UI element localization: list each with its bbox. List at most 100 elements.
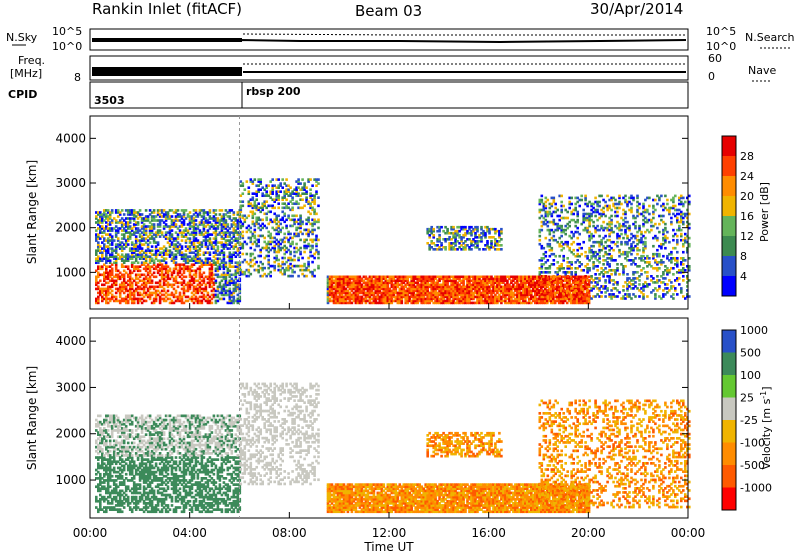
echo-cell xyxy=(470,240,473,243)
echo-cell xyxy=(162,293,166,297)
echo-cell xyxy=(582,281,585,284)
echo-cell xyxy=(269,236,272,240)
echo-cell xyxy=(216,247,220,250)
echo-cell xyxy=(514,289,517,293)
echo-cell xyxy=(226,239,230,242)
echo-cell xyxy=(458,285,461,289)
echo-cell xyxy=(560,244,563,248)
echo-cell xyxy=(568,271,571,274)
echo-cell xyxy=(340,281,344,285)
echo-cell xyxy=(372,287,376,291)
echo-cell xyxy=(430,283,433,287)
echo-cell xyxy=(228,243,232,246)
echo-cell xyxy=(122,287,126,291)
echo-cell xyxy=(224,263,228,267)
echo-cell xyxy=(452,275,455,279)
echo-cell xyxy=(580,194,583,198)
echo-cell xyxy=(220,245,224,248)
echo-cell xyxy=(506,289,509,293)
echo-cell xyxy=(458,246,461,249)
echo-cell xyxy=(446,289,449,293)
echo-cell xyxy=(118,295,122,299)
echo-cell xyxy=(576,254,579,258)
echo-cell xyxy=(542,216,546,220)
echo-cell xyxy=(408,297,411,301)
echo-cell xyxy=(132,249,136,253)
echo-cell xyxy=(138,269,142,273)
echo-cell xyxy=(340,301,344,305)
echo-cell xyxy=(134,239,138,242)
echo-cell xyxy=(478,295,481,299)
echo-cell xyxy=(504,301,507,305)
echo-cell xyxy=(103,297,106,301)
echo-cell xyxy=(554,206,557,210)
echo-cell xyxy=(468,246,471,249)
echo-cell xyxy=(241,260,245,264)
echo-cell xyxy=(253,268,257,272)
echo-cell xyxy=(568,267,571,270)
echo-cell xyxy=(118,275,122,279)
echo-cell xyxy=(206,301,210,305)
echo-cell xyxy=(584,265,587,268)
echo-cell xyxy=(168,283,172,287)
echo-cell xyxy=(508,293,511,297)
echo-cell xyxy=(186,287,190,291)
echo-cell xyxy=(226,281,230,285)
echo-cell xyxy=(180,257,184,261)
echo-cell xyxy=(490,283,493,287)
echo-cell xyxy=(544,214,548,218)
echo-cell xyxy=(128,297,132,301)
echo-cell xyxy=(283,206,286,210)
echo-cell xyxy=(105,257,108,261)
echo-cell xyxy=(228,263,232,267)
echo-cell xyxy=(160,209,164,212)
echo-cell xyxy=(188,287,192,291)
echo-cell xyxy=(563,293,567,297)
echo-cell xyxy=(376,295,380,299)
echo-cell xyxy=(452,233,455,237)
echo-cell xyxy=(283,212,286,216)
echo-cell xyxy=(208,217,212,220)
echo-cell xyxy=(564,228,567,232)
echo-cell xyxy=(253,204,257,208)
echo-cell xyxy=(255,190,258,194)
echo-cell xyxy=(287,268,290,272)
echo-cell xyxy=(206,223,210,226)
echo-cell xyxy=(544,279,547,283)
echo-cell xyxy=(362,287,366,291)
echo-cell xyxy=(486,285,489,289)
echo-cell xyxy=(212,289,216,293)
echo-cell xyxy=(577,277,581,281)
echo-cell xyxy=(275,194,278,198)
echo-cell xyxy=(530,293,533,297)
echo-cell xyxy=(562,216,565,220)
echo-cell xyxy=(200,265,204,269)
echo-cell xyxy=(315,190,318,194)
echo-cell xyxy=(180,235,184,238)
echo-cell xyxy=(265,206,268,210)
echo-cell xyxy=(291,202,294,206)
echo-cell xyxy=(559,285,563,289)
echo-cell xyxy=(178,249,182,253)
echo-cell xyxy=(216,245,220,248)
echo-cell xyxy=(305,266,308,270)
echo-cell xyxy=(114,233,118,236)
echo-cell xyxy=(170,229,174,232)
echo-cell xyxy=(247,186,251,190)
echo-cell xyxy=(108,217,112,220)
echo-cell xyxy=(392,299,396,303)
echo-cell xyxy=(490,279,493,283)
echo-cell xyxy=(259,266,262,270)
echo-cell xyxy=(344,297,348,301)
echo-cell xyxy=(103,277,106,281)
echo-cell xyxy=(496,299,499,303)
echo-cell xyxy=(279,228,282,232)
echo-cell xyxy=(218,257,222,261)
echo-cell xyxy=(190,295,194,299)
echo-cell xyxy=(490,246,493,249)
echo-cell xyxy=(166,217,170,220)
echo-cell xyxy=(168,209,172,212)
echo-cell xyxy=(426,293,429,297)
echo-cell xyxy=(192,235,196,238)
echo-cell xyxy=(540,289,544,292)
